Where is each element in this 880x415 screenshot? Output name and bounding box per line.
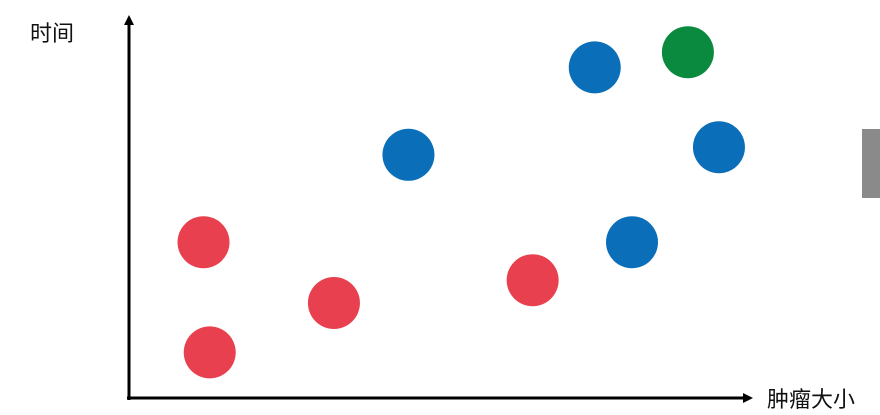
x-axis-label: 肿瘤大小 [767, 388, 856, 413]
side-panel-handle[interactable] [862, 129, 880, 198]
data-point-series-1 [183, 326, 236, 379]
data-point-series-1 [177, 216, 230, 269]
data-point-series-2 [568, 41, 621, 94]
data-point-series-1 [307, 277, 360, 329]
y-axis-label: 时间 [30, 22, 75, 47]
data-point-series-2 [692, 121, 745, 174]
data-point-series-1 [506, 254, 559, 307]
data-point-series-2 [606, 216, 659, 269]
data-point-series-3 [661, 26, 714, 79]
data-point-series-2 [382, 128, 435, 181]
